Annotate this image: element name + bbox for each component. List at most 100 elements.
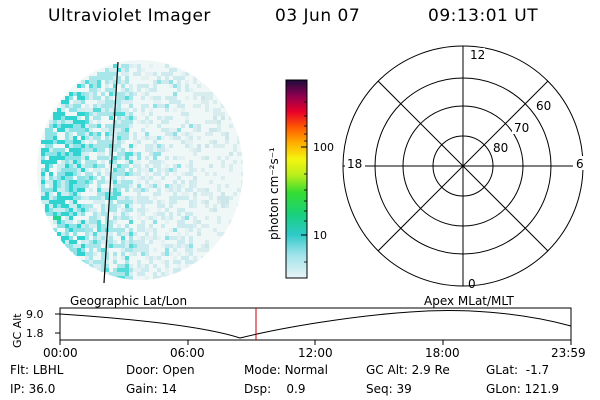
uv-pixel xyxy=(133,268,137,272)
uv-pixel xyxy=(65,128,69,132)
uv-pixel xyxy=(73,120,77,124)
uv-pixel xyxy=(57,148,61,152)
uv-pixel xyxy=(97,244,101,248)
uv-pixel xyxy=(121,64,125,68)
uv-pixel xyxy=(221,196,225,200)
uv-pixel xyxy=(89,164,93,168)
uv-pixel xyxy=(185,120,189,124)
uv-pixel xyxy=(69,180,73,184)
uv-pixel xyxy=(129,120,133,124)
uv-pixel xyxy=(61,192,65,196)
uv-pixel xyxy=(209,192,213,196)
uv-pixel xyxy=(181,224,185,228)
uv-pixel xyxy=(77,92,81,96)
uv-pixel xyxy=(121,240,125,244)
uv-pixel xyxy=(125,136,129,140)
uv-pixel xyxy=(153,180,157,184)
uv-pixel xyxy=(69,228,73,232)
uv-pixel xyxy=(217,200,221,204)
uv-pixel xyxy=(185,252,189,256)
uv-pixel xyxy=(141,264,145,268)
uv-pixel xyxy=(105,196,109,200)
app-title: Ultraviolet Imager xyxy=(48,6,211,26)
uv-pixel xyxy=(97,84,101,88)
uv-pixel xyxy=(101,100,105,104)
polar-labels: 12 18 6 0 60 70 80 xyxy=(345,48,585,291)
uv-pixel xyxy=(109,72,113,76)
uv-pixel xyxy=(149,136,153,140)
uv-pixel xyxy=(85,136,89,140)
uv-pixel xyxy=(69,200,73,204)
uv-pixel xyxy=(125,108,129,112)
uv-pixel xyxy=(69,192,73,196)
uv-pixel xyxy=(193,224,197,228)
uv-pixel xyxy=(121,212,125,216)
uv-pixel xyxy=(113,88,117,92)
uv-pixel xyxy=(81,124,85,128)
uv-pixel xyxy=(125,100,129,104)
uv-pixel xyxy=(49,184,53,188)
uv-pixel xyxy=(225,200,229,204)
uv-pixel xyxy=(137,184,141,188)
uv-pixel xyxy=(101,204,105,208)
uv-pixel xyxy=(121,216,125,220)
uv-pixel xyxy=(105,84,109,88)
uv-pixel xyxy=(105,80,109,84)
uv-pixel xyxy=(165,108,169,112)
mode-info: Mode: Normal xyxy=(244,363,328,377)
uv-pixel xyxy=(85,120,89,124)
uv-pixel xyxy=(233,144,237,148)
uv-pixel xyxy=(105,132,109,136)
uv-pixel xyxy=(173,100,177,104)
uv-pixel xyxy=(93,220,97,224)
uv-pixel xyxy=(189,260,193,264)
uv-pixel xyxy=(61,232,65,236)
uv-pixel xyxy=(109,148,113,152)
uv-pixel xyxy=(149,144,153,148)
uv-pixel xyxy=(65,244,69,248)
uv-pixel xyxy=(145,156,149,160)
uv-pixel xyxy=(193,220,197,224)
uv-pixel xyxy=(57,224,61,228)
uv-pixel xyxy=(117,144,121,148)
uv-pixel xyxy=(73,172,77,176)
uv-pixel xyxy=(181,76,185,80)
uv-pixel xyxy=(193,184,197,188)
uv-pixel xyxy=(93,96,97,100)
uv-pixel xyxy=(109,96,113,100)
uv-pixel xyxy=(81,236,85,240)
uv-pixel xyxy=(165,244,169,248)
uv-pixel xyxy=(121,68,125,72)
uv-pixel xyxy=(93,84,97,88)
uv-pixel xyxy=(73,168,77,172)
uv-pixel xyxy=(101,200,105,204)
uv-pixel xyxy=(89,256,93,260)
uv-pixel xyxy=(69,116,73,120)
uv-pixel xyxy=(141,128,145,132)
uv-pixel xyxy=(109,116,113,120)
uv-pixel xyxy=(201,200,205,204)
uv-pixel xyxy=(129,236,133,240)
uv-pixel xyxy=(193,260,197,264)
uv-pixel xyxy=(57,208,61,212)
uv-pixel xyxy=(61,172,65,176)
uv-pixel xyxy=(197,188,201,192)
uv-pixel xyxy=(53,152,57,156)
polar-grid xyxy=(342,45,584,287)
uv-pixel xyxy=(65,216,69,220)
uv-pixel xyxy=(193,76,197,80)
uv-pixel xyxy=(105,192,109,196)
uv-pixel xyxy=(41,196,45,200)
uv-pixel xyxy=(137,216,141,220)
uv-pixel xyxy=(173,236,177,240)
uv-pixel xyxy=(105,104,109,108)
uv-pixel xyxy=(105,188,109,192)
uv-pixel xyxy=(121,116,125,120)
uv-pixel xyxy=(209,164,213,168)
uv-pixel xyxy=(97,224,101,228)
uv-pixel xyxy=(125,156,129,160)
uv-pixel xyxy=(157,96,161,100)
altitude-x-tick: 12:00 xyxy=(298,346,333,360)
uv-pixel xyxy=(97,116,101,120)
uv-pixel xyxy=(81,208,85,212)
